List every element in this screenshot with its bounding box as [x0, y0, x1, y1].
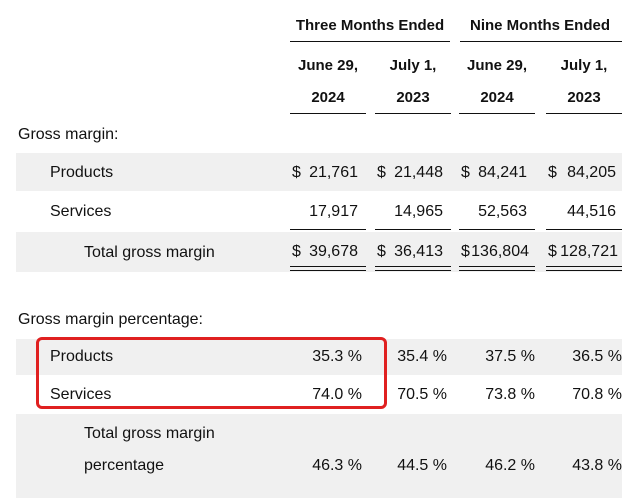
cell-services-col2: 14,965 — [394, 203, 443, 220]
currency-symbol: $ — [548, 243, 557, 260]
cell-pct-services-col3: 73.8 % — [485, 386, 535, 403]
header-nine-months: Nine Months Ended — [470, 17, 610, 34]
cell-products-col3: 84,241 — [478, 164, 527, 181]
header-three-months: Three Months Ended — [295, 17, 445, 34]
cell-pct-products-col2: 35.4 % — [397, 348, 447, 365]
services-rule-col3 — [459, 229, 535, 230]
currency-symbol: $ — [292, 243, 301, 260]
cell-products-col4: 84,205 — [567, 164, 616, 181]
col4-header-line2: 2023 — [567, 89, 601, 106]
col4-header-rule — [546, 113, 622, 114]
total-double-rule-col3 — [459, 266, 535, 271]
currency-symbol: $ — [461, 243, 470, 260]
cell-pct-total-col3: 46.2 % — [485, 457, 535, 474]
cell-pct-total-col1: 46.3 % — [312, 457, 362, 474]
highlight-box — [36, 337, 387, 409]
cell-services-col1: 17,917 — [309, 203, 358, 220]
total-double-rule-col2 — [375, 266, 451, 271]
row-label-services: Services — [50, 203, 112, 220]
col1-header-line1: June 29, — [297, 57, 359, 74]
cell-products-col2: 21,448 — [394, 164, 443, 181]
services-rule-col4 — [546, 229, 622, 230]
cell-pct-services-col4: 70.8 % — [572, 386, 622, 403]
row-label-total-gross-margin: Total gross margin — [84, 244, 215, 261]
cell-total-col2: 36,413 — [394, 243, 443, 260]
currency-symbol: $ — [377, 164, 386, 181]
cell-pct-products-col4: 36.5 % — [572, 348, 622, 365]
cell-pct-services-col2: 70.5 % — [397, 386, 447, 403]
row-label-pct-services: Services — [50, 386, 112, 403]
col1-header-rule — [290, 113, 366, 114]
header-nine-rule — [460, 41, 622, 42]
row-band-total — [16, 232, 622, 272]
currency-symbol: $ — [377, 243, 386, 260]
section-label-gross-margin-percentage: Gross margin percentage: — [18, 311, 203, 328]
col2-header-line2: 2023 — [396, 89, 430, 106]
col3-header-line2: 2024 — [480, 89, 514, 106]
col1-header-line2: 2024 — [311, 89, 345, 106]
cell-total-col4: 128,721 — [560, 243, 618, 260]
row-band-pct-total — [16, 414, 622, 498]
col3-header-line1: June 29, — [466, 57, 528, 74]
cell-total-col3: 136,804 — [471, 243, 529, 260]
row-label-pct-total-line2: percentage — [84, 457, 165, 474]
cell-pct-services-col1: 74.0 % — [312, 386, 362, 403]
currency-symbol: $ — [548, 164, 557, 181]
row-band-pct-products — [16, 339, 622, 375]
cell-pct-total-col2: 44.5 % — [397, 457, 447, 474]
cell-total-col1: 39,678 — [309, 243, 358, 260]
header-three-rule — [290, 41, 450, 42]
row-band-products — [16, 153, 622, 191]
col2-header-rule — [375, 113, 451, 114]
col2-header-line1: July 1, — [389, 57, 437, 74]
currency-symbol: $ — [461, 164, 470, 181]
cell-services-col3: 52,563 — [478, 203, 527, 220]
row-label-products: Products — [50, 164, 114, 181]
services-rule-col2 — [375, 229, 451, 230]
currency-symbol: $ — [292, 164, 301, 181]
section-label-gross-margin: Gross margin: — [18, 126, 119, 143]
cell-products-col1: 21,761 — [309, 164, 358, 181]
col4-header-line1: July 1, — [560, 57, 608, 74]
cell-pct-products-col1: 35.3 % — [312, 348, 362, 365]
total-double-rule-col4 — [546, 266, 622, 271]
cell-pct-products-col3: 37.5 % — [485, 348, 535, 365]
row-label-pct-total-line1: Total gross margin — [84, 425, 215, 442]
services-rule-col1 — [290, 229, 366, 230]
row-label-pct-products: Products — [50, 348, 114, 365]
cell-services-col4: 44,516 — [567, 203, 616, 220]
col3-header-rule — [459, 113, 535, 114]
cell-pct-total-col4: 43.8 % — [572, 457, 622, 474]
total-double-rule-col1 — [290, 266, 366, 271]
